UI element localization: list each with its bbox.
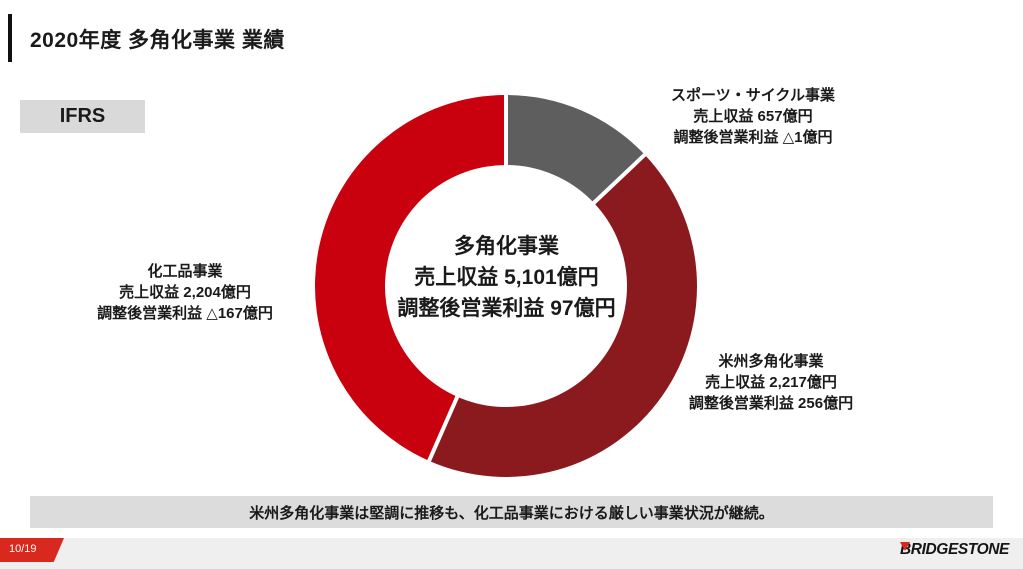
segment-revenue: 売上収益 2,204億円 (119, 284, 251, 301)
bridgestone-logo-text: BRIDGESTONE (900, 541, 1009, 558)
segment-profit: 調整後営業利益 △1億円 (673, 129, 833, 146)
page-title: 2020年度 多角化事業 業績 (30, 29, 285, 52)
footer-bar: 10/19 BRIDGESTONE (0, 538, 1023, 569)
segment-name: 化工品事業 (147, 263, 223, 280)
donut-segment-separator (426, 391, 462, 464)
segment-profit: 調整後営業利益 △167億円 (97, 305, 273, 322)
donut-segment (314, 95, 506, 461)
segment-label-chemical-products: 化工品事業 売上収益 2,204億円 調整後営業利益 △167億円 (60, 261, 310, 324)
page-number-badge: 10/19 (0, 538, 64, 562)
donut-center-label: 多角化事業 売上収益 5,101億円 調整後営業利益 97億円 (346, 231, 667, 324)
summary-note-bar: 米州多角化事業は堅調に推移も、化工品事業における厳しい事業状況が継続。 (30, 496, 993, 528)
segment-revenue: 売上収益 657億円 (693, 108, 813, 125)
page-number-text: 10/19 (9, 543, 37, 555)
ifrs-badge-label: IFRS (59, 105, 106, 127)
segment-label-sports-cycle: スポーツ・サイクル事業 売上収益 657億円 調整後営業利益 △1億円 (628, 85, 878, 148)
ifrs-badge: IFRS (20, 100, 145, 133)
donut-segment-separator (588, 151, 648, 208)
donut-segment (429, 154, 698, 478)
total-revenue: 売上収益 5,101億円 (414, 266, 599, 289)
bridgestone-logo: BRIDGESTONE (900, 541, 1009, 559)
segment-revenue: 売上収益 2,217億円 (705, 374, 837, 391)
total-profit: 調整後営業利益 97億円 (397, 297, 616, 320)
donut-chart (311, 91, 701, 481)
segment-name: 米州多角化事業 (718, 353, 824, 370)
total-name: 多角化事業 (454, 235, 559, 258)
title-accent-bar (8, 14, 12, 62)
donut-segment (506, 95, 645, 203)
segment-name: スポーツ・サイクル事業 (671, 87, 835, 104)
segment-label-americas-diversified: 米州多角化事業 売上収益 2,217億円 調整後営業利益 256億円 (646, 351, 896, 414)
segment-profit: 調整後営業利益 256億円 (688, 395, 854, 412)
donut-chart-svg (314, 93, 698, 478)
bridgestone-logo-red-triangle-icon (900, 542, 910, 551)
summary-note-text: 米州多角化事業は堅調に推移も、化工品事業における厳しい事業状況が継続。 (249, 504, 774, 522)
